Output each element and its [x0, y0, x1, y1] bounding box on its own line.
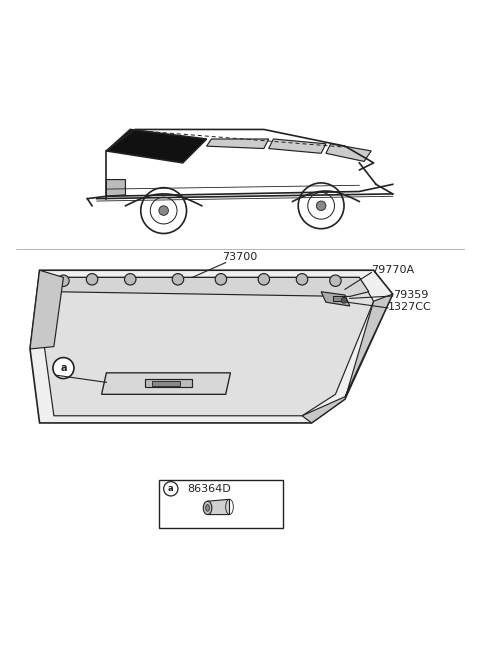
Polygon shape [54, 277, 369, 297]
Circle shape [258, 274, 270, 285]
Polygon shape [207, 499, 229, 515]
Circle shape [86, 274, 98, 285]
Polygon shape [269, 139, 326, 153]
Text: a: a [168, 484, 174, 493]
Text: 79359: 79359 [393, 290, 428, 300]
Circle shape [164, 481, 178, 496]
Ellipse shape [205, 504, 209, 512]
Bar [333, 295, 345, 301]
Bar [159, 480, 283, 528]
Circle shape [316, 201, 326, 210]
Text: 86364D: 86364D [188, 484, 231, 494]
Polygon shape [321, 291, 350, 306]
Text: a: a [60, 363, 67, 373]
Circle shape [159, 206, 168, 215]
Circle shape [330, 275, 341, 286]
Polygon shape [107, 179, 125, 196]
Text: 79770A: 79770A [371, 265, 414, 275]
Circle shape [58, 275, 69, 286]
Circle shape [124, 274, 136, 285]
Text: 73700: 73700 [222, 252, 258, 261]
Circle shape [172, 274, 184, 285]
Circle shape [215, 274, 227, 285]
Polygon shape [30, 271, 393, 423]
Ellipse shape [203, 501, 212, 515]
Text: 1327CC: 1327CC [388, 302, 432, 312]
Polygon shape [206, 139, 269, 149]
Polygon shape [44, 277, 373, 416]
Polygon shape [30, 271, 63, 349]
Polygon shape [144, 379, 192, 387]
Polygon shape [107, 130, 206, 163]
Circle shape [341, 297, 347, 303]
Polygon shape [326, 143, 371, 161]
Circle shape [53, 358, 74, 379]
Polygon shape [102, 373, 230, 394]
Circle shape [296, 274, 308, 285]
Polygon shape [302, 294, 393, 423]
Bar [152, 381, 180, 386]
